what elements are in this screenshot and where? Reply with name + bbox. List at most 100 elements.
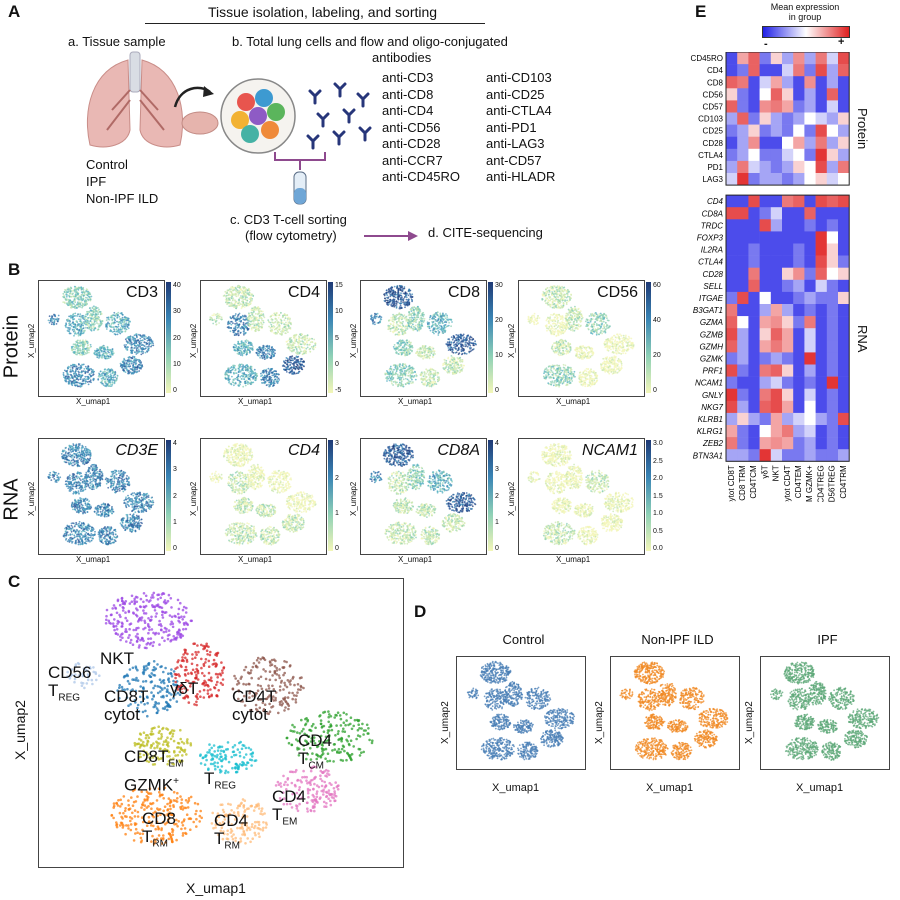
umap-point [248,341,250,344]
umap-point [80,296,82,299]
umap-point [297,358,299,361]
umap-point [269,357,272,359]
umap-point [83,528,86,530]
umap-point [136,366,139,369]
umap-point [77,348,80,350]
umap-point [148,498,150,501]
umap-point [148,345,150,348]
umap-point [87,533,89,536]
antibody-item: anti-PD1 [486,120,555,137]
umap-point [86,503,89,506]
umap-point [97,328,100,331]
umap-point [233,306,236,309]
umap-point [87,523,90,526]
umap-point [83,447,86,450]
umap-point [107,543,110,545]
umap-point [92,318,95,320]
umap-point [299,365,301,368]
umap-point [124,330,127,333]
umap-point [76,303,78,306]
umap-point [236,285,239,288]
umap-point [95,472,98,475]
umap-point [53,475,55,478]
umap-point [238,318,241,321]
umap-point [99,529,101,531]
umap-point [74,365,77,368]
umap-point [107,535,110,538]
umap-point [62,450,65,453]
umap-point [293,337,295,339]
umap-point [53,478,56,480]
umap-point [311,341,314,344]
umap-point [245,350,248,353]
umap-point [85,471,88,474]
umap-point [90,533,93,535]
umap-point [79,375,82,378]
umap-point [83,294,85,297]
umap-point [299,345,301,348]
umap-point [313,338,316,341]
umap-point [292,344,294,347]
umap-point [273,312,276,315]
umap-point [110,533,113,535]
umap-point [140,364,142,367]
umap-point [111,471,114,474]
umap-point [124,525,127,527]
umap-point [256,313,259,316]
umap-point [305,352,307,355]
umap-point [135,507,138,510]
umap-point [125,513,128,516]
umap-point [77,334,80,337]
umap-point [111,537,114,540]
colorbar-tick-label: 0 [173,545,177,552]
umap-point [262,319,265,322]
umap-point [84,379,87,381]
colorbar-tick-label: 20 [173,335,181,342]
umap-point [71,295,74,298]
umap-point [141,348,144,351]
umap-point [120,518,123,521]
umap-point [137,351,140,354]
umap-point [75,315,77,317]
umap-point [81,536,84,539]
umap-point [273,328,276,331]
umap-point [49,476,52,479]
umap-point [150,506,152,509]
umap-point [115,477,118,480]
umap-point [212,322,215,325]
umap-point [249,325,252,328]
umap-point [65,323,68,326]
umap-point [69,461,72,464]
umap-point [105,382,107,385]
umap-point [85,352,88,355]
umap-point [137,523,139,526]
umap-point [121,524,124,527]
antibody-item: anti-CD45RO [382,169,460,186]
umap-point [141,504,143,507]
umap-point [122,490,125,493]
umap-point [71,475,73,478]
umap-point [78,371,80,374]
umap-point [105,477,108,479]
umap-point [110,315,113,318]
umap-point [72,379,75,382]
umap-point [116,490,119,492]
umap-point [85,304,87,306]
umap-point [106,504,109,507]
umap-point [133,344,136,347]
umap-point [88,373,91,376]
umap-point [271,327,273,329]
umap-point [84,497,87,500]
umap-point [128,481,130,483]
umap-point [246,353,248,356]
umap-point [125,319,128,322]
umap-point [256,327,258,330]
antibody-item: anti-LAG3 [486,136,555,153]
umap-point [76,452,79,454]
umap-point [65,528,68,530]
umap-point [104,513,107,516]
umap-point [290,345,293,347]
umap-point [106,515,108,518]
umap-point [244,332,246,334]
umap-point [96,322,98,324]
